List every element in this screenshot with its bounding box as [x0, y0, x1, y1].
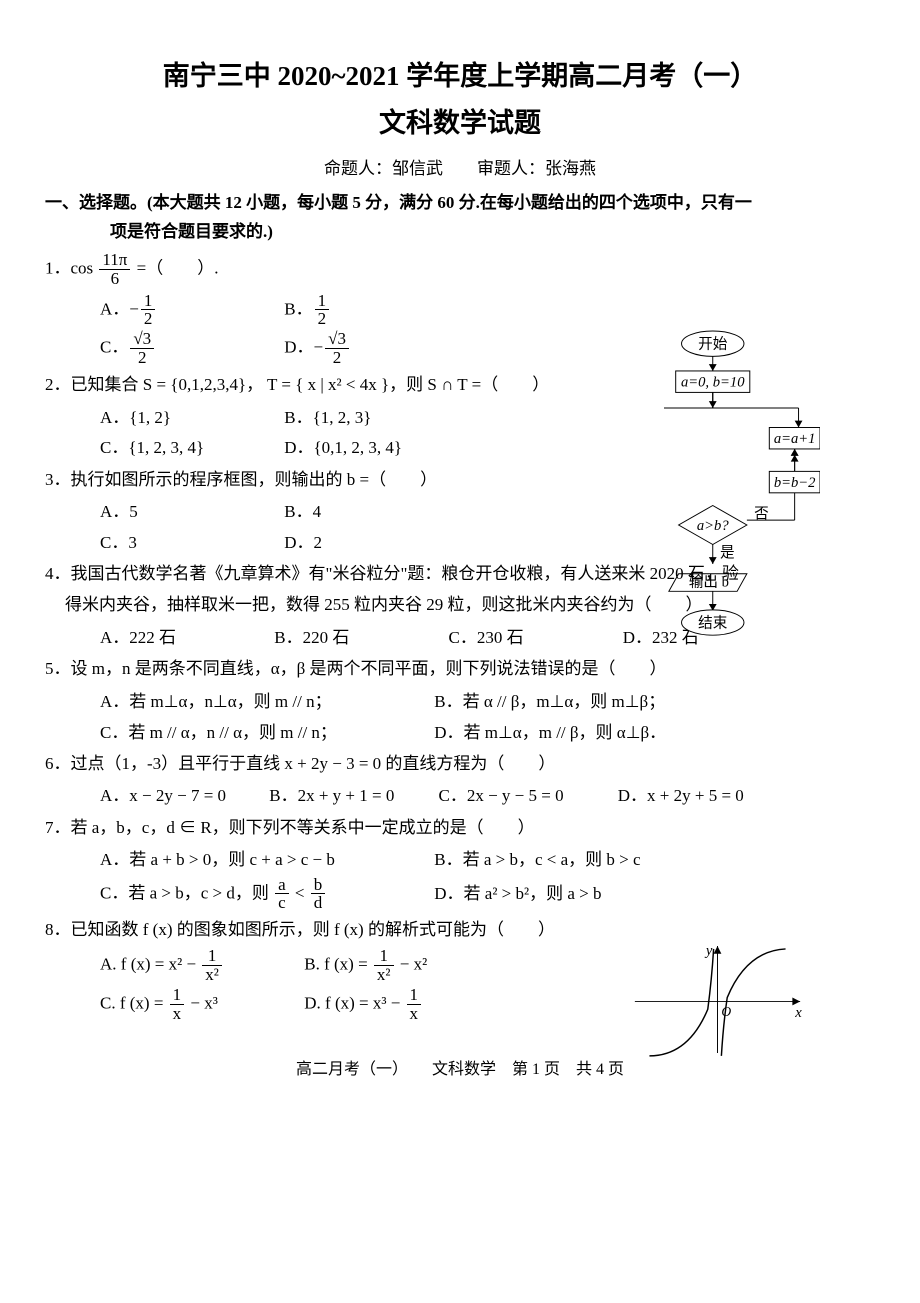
q4-A: A．222 石: [100, 624, 270, 651]
q1-C-label: C．: [100, 338, 128, 357]
q7-C-b-den: d: [311, 894, 326, 912]
q6-B: B．2x + y + 1 = 0: [269, 782, 434, 809]
question-7: 7．若 a，b，c，d ∈ R，则下列不等关系中一定成立的是（ ）: [45, 814, 875, 841]
q1-B-label: B．: [284, 299, 312, 318]
question-4-line1: 4．我国古代数学名著《九章算术》有"米谷粒分"题：粮仓开仓收粮，有人送来米 20…: [45, 560, 875, 587]
q7-C-lt: <: [295, 883, 309, 902]
q8-C-den: x: [170, 1005, 185, 1023]
q8-D-den: x: [407, 1005, 422, 1023]
q1-options-row1: A．−12 B．12: [100, 292, 875, 329]
doc-title-line1: 南宁三中 2020~2021 学年度上学期高二月考（一）: [45, 55, 875, 98]
question-3: 3．执行如图所示的程序框图，则输出的 b =（ ）: [45, 466, 875, 493]
doc-title-line2: 文科数学试题: [45, 102, 875, 145]
q1-D-sign: −: [314, 338, 324, 357]
question-2: 2．已知集合 S = {0,1,2,3,4}， T = { x | x² < 4…: [45, 371, 875, 398]
q8-B-num: 1: [374, 947, 394, 966]
q5-D: D．若 m⊥α，m // β，则 α⊥β．: [434, 719, 666, 746]
q3-A: A．5: [100, 498, 280, 525]
q8-A-prefix: A. f (x) = x² −: [100, 955, 200, 974]
q5-options-row2: C．若 m // α，n // α，则 m // n； D．若 m⊥α，m //…: [100, 717, 875, 746]
q8-graph: x y O: [630, 937, 805, 1062]
q1-stem-prefix: 1．: [45, 258, 71, 277]
q7-A: A．若 a + b > 0，则 c + a > c − b: [100, 846, 430, 873]
q8-B-suffix: − x²: [400, 955, 427, 974]
q8-C-suffix: − x³: [190, 993, 217, 1012]
q4-C: C．230 石: [449, 624, 619, 651]
flow-yes-label: 是: [720, 545, 735, 561]
q8-B-prefix: B. f (x) =: [304, 955, 372, 974]
question-5: 5．设 m，n 是两条不同直线，α，β 是两个不同平面，则下列说法错误的是（ ）: [45, 655, 875, 682]
q3-B: B．4: [284, 498, 464, 525]
q1-C-num: √3: [130, 330, 154, 349]
q1-A-den: 2: [141, 310, 156, 328]
q8-A-den: x²: [202, 966, 222, 984]
flow-start: 开始: [698, 336, 728, 353]
q5-B: B．若 α // β，m⊥α，则 m⊥β；: [434, 688, 665, 715]
q1-D-num: √3: [325, 330, 349, 349]
q4-B: B．220 石: [274, 624, 444, 651]
q7-C-b-num: b: [311, 876, 326, 895]
q5-options-row1: A．若 m⊥α，n⊥α，则 m // n； B．若 α // β，m⊥α，则 m…: [100, 686, 875, 715]
q1-D-den: 2: [325, 349, 349, 367]
q1-stem-suffix: =（ ）.: [137, 258, 219, 277]
q6-A: A．x − 2y − 7 = 0: [100, 782, 265, 809]
q7-C-a-den: c: [275, 894, 289, 912]
question-1: 1．cos 11π6 =（ ）.: [45, 251, 875, 288]
graph-x-label: x: [794, 1005, 802, 1021]
page-content: 南宁三中 2020~2021 学年度上学期高二月考（一） 文科数学试题 命题人：…: [45, 55, 875, 1082]
q1-B-den: 2: [315, 310, 330, 328]
q6-D: D．x + 2y + 5 = 0: [618, 782, 768, 809]
q6-C: C．2x − y − 5 = 0: [439, 782, 614, 809]
flow-step1: a=a+1: [774, 431, 816, 447]
q8-C-num: 1: [170, 986, 185, 1005]
question-4-line2: 得米内夹谷，抽样取米一把，数得 255 粒内夹谷 29 粒，则这批米内夹谷约为（…: [45, 591, 875, 618]
q1-A-sign: −: [129, 299, 139, 318]
q2-B: B．{1, 2, 3}: [284, 404, 464, 431]
q8-D-prefix: D. f (x) = x³ −: [304, 993, 404, 1012]
flow-no-label: 否: [754, 506, 769, 522]
q1-C-den: 2: [130, 349, 154, 367]
section-1-heading-a: 一、选择题。(本大题共 12 小题，每小题 5 分，满分 60 分.在每小题给出…: [45, 189, 875, 216]
flow-cond: a>b?: [697, 518, 729, 534]
q1-frac-den: 6: [99, 270, 130, 288]
question-6: 6．过点（1，-3）且平行于直线 x + 2y − 3 = 0 的直线方程为（ …: [45, 750, 875, 777]
q7-C-prefix: C．若 a > b，c > d，则: [100, 883, 273, 902]
q1-frac-num: 11π: [99, 251, 130, 270]
q3-D: D．2: [284, 529, 464, 556]
q8-A-num: 1: [202, 947, 222, 966]
q1-D-label: D．: [284, 338, 313, 357]
graph-y-label: y: [704, 943, 713, 959]
q8-D-num: 1: [407, 986, 422, 1005]
q1-A-label: A．: [100, 299, 129, 318]
q6-options: A．x − 2y − 7 = 0 B．2x + y + 1 = 0 C．2x −…: [100, 781, 875, 810]
q7-B: B．若 a > b，c < a，则 b > c: [434, 846, 640, 873]
q5-C: C．若 m // α，n // α，则 m // n；: [100, 719, 430, 746]
q8-B-den: x²: [374, 966, 394, 984]
q1-B-num: 1: [315, 292, 330, 311]
q8-C-prefix: C. f (x) =: [100, 993, 168, 1012]
q2-A: A．{1, 2}: [100, 404, 280, 431]
q7-options-row1: A．若 a + b > 0，则 c + a > c − b B．若 a > b，…: [100, 845, 875, 874]
q2-C: C．{1, 2, 3, 4}: [100, 434, 280, 461]
section-1-heading-b: 项是符合题目要求的.): [45, 218, 875, 245]
q7-C-a-num: a: [275, 876, 289, 895]
q7-D: D．若 a² > b²，则 a > b: [434, 880, 614, 907]
q3-C: C．3: [100, 529, 280, 556]
q7-options-row2: C．若 a > b，c > d，则 ac < bd D．若 a² > b²，则 …: [100, 876, 875, 913]
q5-A: A．若 m⊥α，n⊥α，则 m // n；: [100, 688, 430, 715]
q1-A-num: 1: [141, 292, 156, 311]
q2-D: D．{0,1, 2, 3, 4}: [284, 434, 464, 461]
doc-authors: 命题人：邹信武 审题人：张海燕: [45, 155, 875, 182]
